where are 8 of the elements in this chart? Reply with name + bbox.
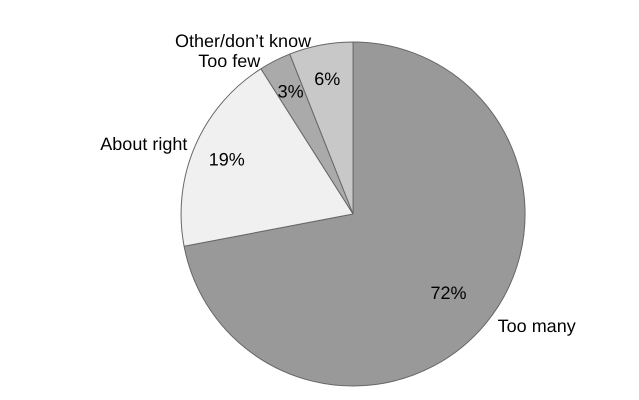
slice-label: Too many [498,316,576,336]
data-label: 19% [208,149,245,170]
slice-label: Other/don’t know [175,31,312,52]
slice-label: About right [100,134,188,154]
data-label: 6% [314,68,340,89]
slice-label: Too few [198,51,262,72]
data-label: 3% [278,81,304,102]
data-label: 72% [430,282,466,303]
